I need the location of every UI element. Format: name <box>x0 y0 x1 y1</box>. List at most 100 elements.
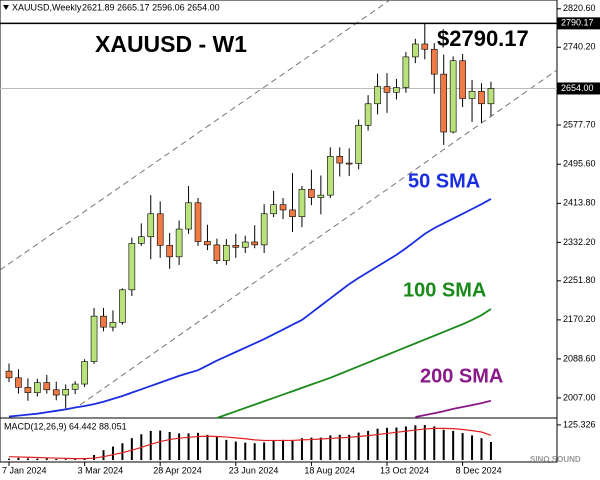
candle-body <box>383 86 391 93</box>
series-line <box>415 399 492 418</box>
candle-body <box>393 87 400 93</box>
macd-bar <box>414 425 417 461</box>
macd-bar <box>121 443 124 461</box>
candle-body <box>298 189 306 217</box>
y-tick-label: 2007.00 <box>563 392 596 402</box>
series-line <box>8 427 492 460</box>
candle-body <box>279 204 287 211</box>
macd-bar <box>480 438 483 461</box>
macd-bar <box>159 430 162 461</box>
macd-bar <box>17 457 20 461</box>
candle-body <box>223 245 230 261</box>
macd-bar <box>225 439 228 461</box>
x-tick-label: 3 Mar 2024 <box>78 465 124 475</box>
x-tick-label: 18 Aug 2024 <box>304 465 355 475</box>
candle-body <box>241 241 249 248</box>
macd-bar <box>272 440 275 461</box>
macd-bar <box>263 442 266 461</box>
macd-bar <box>282 439 285 461</box>
symbol: XAUUSD,Weekly <box>12 2 82 12</box>
macd-bar <box>45 458 48 461</box>
x-tick-label: 7 Jan 2024 <box>2 465 47 475</box>
candle-body <box>175 228 183 258</box>
candle-body <box>90 315 98 362</box>
macd-bar <box>329 435 332 461</box>
macd-bar <box>234 441 237 461</box>
candle-body <box>440 73 448 133</box>
menu-icon <box>3 5 9 10</box>
candle-body <box>308 189 315 198</box>
macd-bar <box>395 427 398 461</box>
macd-bar <box>376 428 379 461</box>
price-label: 2654.00 <box>561 83 594 93</box>
candle-body <box>487 88 495 105</box>
candle-body <box>128 243 136 291</box>
candle-body <box>166 245 173 258</box>
series-line <box>8 198 492 418</box>
candle-body <box>402 56 410 88</box>
candle-body <box>317 194 325 198</box>
y-tick-label: 2251.80 <box>563 275 596 285</box>
y-tick-label: 2495.60 <box>563 159 596 169</box>
candle-body <box>15 377 22 388</box>
macd-bar <box>338 434 341 461</box>
candle-body <box>213 244 221 261</box>
macd-bar <box>26 458 29 461</box>
candle-body <box>260 213 268 246</box>
candle-body <box>62 389 70 396</box>
candle-body <box>52 389 60 396</box>
candle-body <box>421 43 429 50</box>
macd-bar <box>187 433 190 461</box>
candle-body <box>459 60 466 99</box>
price-label: 2790.17 <box>561 18 594 28</box>
macd-bar <box>442 429 445 461</box>
candle-body <box>71 383 79 390</box>
macd-bar <box>102 450 105 461</box>
series-line <box>216 308 492 419</box>
x-tick-label: 8 Dec 2024 <box>456 465 502 475</box>
macd-bar <box>319 437 322 461</box>
candle-body <box>345 162 353 165</box>
candle-body <box>194 202 202 242</box>
x-tick-label: 23 Jun 2024 <box>229 465 279 475</box>
candle-body <box>478 91 485 105</box>
candle-body <box>34 382 41 393</box>
series-label: 200 SMA <box>420 365 503 387</box>
macd-bar <box>489 441 492 461</box>
x-tick-label: 28 Apr 2024 <box>153 465 202 475</box>
macd-bar <box>64 459 67 461</box>
macd-bar <box>386 427 388 461</box>
candle-body <box>156 213 164 246</box>
macd-bar <box>452 430 455 461</box>
macd-bar <box>74 459 77 461</box>
candle-body <box>185 202 192 230</box>
macd-bar <box>367 430 370 461</box>
candle-body <box>364 103 372 126</box>
macd-bar <box>244 442 247 461</box>
y-tick-label: 125.326 <box>563 419 596 429</box>
macd-bar <box>348 434 351 461</box>
macd-bar <box>111 446 114 461</box>
macd-bar <box>300 438 303 461</box>
candle-body <box>138 236 145 244</box>
macd-bar <box>168 432 171 461</box>
candle-body <box>147 213 155 238</box>
y-tick-label: 2820.60 <box>563 3 596 13</box>
channel-line <box>79 69 558 406</box>
candle-body <box>100 315 107 328</box>
macd-bar <box>461 433 464 461</box>
x-tick-label: 13 Oct 2024 <box>380 465 429 475</box>
y-tick-label: 2088.60 <box>563 353 596 363</box>
macd-bar <box>178 433 181 461</box>
series-label: 100 SMA <box>403 279 486 301</box>
macd-bar <box>310 437 313 461</box>
price-label-box <box>557 82 600 95</box>
macd-bar <box>471 435 474 461</box>
macd-title: MACD(12,26,9) 64.442 88.051 <box>4 421 127 431</box>
candle-body <box>251 241 258 246</box>
candle-body <box>355 125 362 164</box>
macd-bar <box>291 439 294 461</box>
series-label: 50 SMA <box>408 170 480 192</box>
macd-bar <box>130 438 133 461</box>
ohlc: 2621.89 2665.17 2596.06 2654.00 <box>82 2 220 12</box>
